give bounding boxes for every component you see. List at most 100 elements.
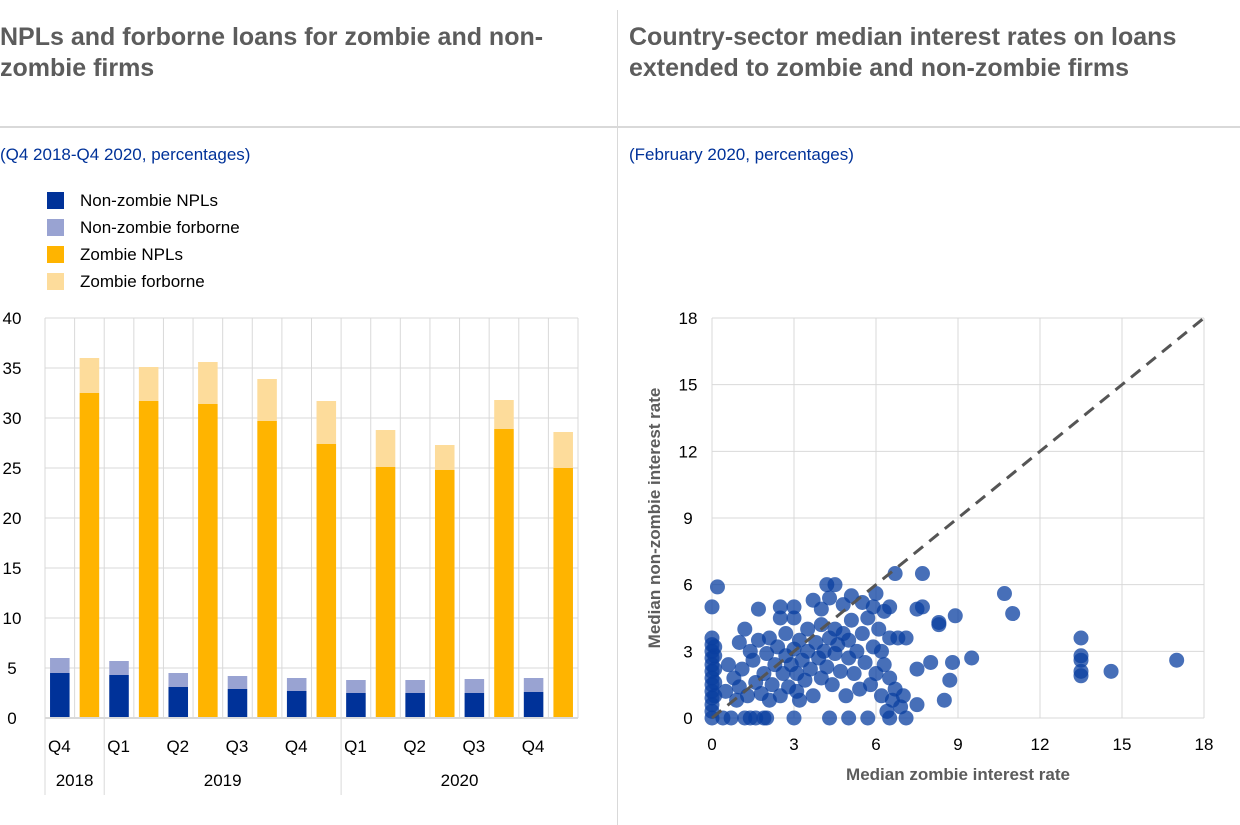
bar-zombie-forborne (198, 362, 218, 404)
scatter-point (1073, 630, 1089, 646)
scatter-point (813, 617, 829, 633)
scatter-point (707, 661, 723, 677)
legend-label: Zombie NPLs (80, 244, 183, 264)
bar-zombie-npl (79, 393, 100, 718)
chart-title-left: NPLs and forborne loans for zombie and n… (0, 23, 544, 82)
scatter-point (923, 654, 939, 670)
bar-non-zombie-npl (405, 693, 425, 718)
diagonal-reference-line (711, 316, 1205, 720)
x-tick-label: 9 (953, 735, 962, 754)
scatter-point (860, 710, 876, 726)
scatter-point (797, 672, 813, 688)
scatter-point (945, 654, 961, 670)
scatter-point (822, 590, 838, 606)
bar-non-zombie-forborne (464, 679, 485, 693)
scatter-point (813, 601, 829, 617)
stacked-bar-chart: 0 5 10 15 20 25 30 35 40 Q4 Q1 Q2 Q3 Q4 Q1 Q2 Q3 Q4 2018 20… (3, 309, 579, 795)
scatter-point (827, 577, 843, 593)
bar-non-zombie-forborne (346, 680, 366, 693)
scatter-point (1169, 652, 1185, 668)
scatter-point (813, 670, 829, 686)
bar-zombie-forborne (553, 432, 573, 468)
bar-non-zombie-forborne (50, 658, 70, 673)
bar-zombie-npl (198, 404, 218, 718)
scatter-point (909, 697, 925, 713)
scatter-point (709, 579, 725, 595)
scatter-point (882, 599, 898, 615)
scatter-point (737, 621, 753, 637)
scatter-point (857, 654, 873, 670)
scatter-point (734, 661, 750, 677)
bar-zombie-forborne (316, 401, 337, 444)
scatter-chart: 0 3 6 9 12 15 18 0 3 6 9 12 15 18 Median zombie intere… (645, 309, 1214, 784)
x-tick-label: Q1 (344, 737, 367, 756)
scatter-point (898, 630, 914, 646)
bar-non-zombie-npl (227, 689, 248, 718)
scatter-point (772, 610, 788, 626)
scatter-point (914, 599, 930, 615)
bar-non-zombie-forborne (227, 676, 248, 689)
scatter-point (791, 692, 807, 708)
scatter-point (824, 677, 840, 693)
x-tick-label: Q2 (403, 737, 426, 756)
scatter-point (879, 703, 895, 719)
chart-title-right: Country-sector median interest rates on … (629, 23, 1177, 82)
x-tick-label: 18 (1195, 735, 1214, 754)
bar-non-zombie-npl (168, 687, 189, 718)
bar-zombie-forborne (138, 367, 159, 401)
x-tick-label: Q4 (522, 737, 545, 756)
legend-item-non-zombie-npls: Non-zombie NPLs (47, 187, 240, 214)
scatter-point (1073, 652, 1089, 668)
x-tick-label: 0 (707, 735, 716, 754)
bar-zombie-npl (375, 467, 396, 718)
x-tick-label: Q4 (285, 737, 308, 756)
bar-non-zombie-npl (286, 691, 307, 718)
y-tick-label: 3 (683, 642, 692, 661)
bar-non-zombie-forborne (168, 673, 189, 687)
bar-zombie-npl (494, 429, 514, 718)
y-tick-label: 15 (679, 376, 698, 395)
bar-zombie-forborne (375, 430, 396, 467)
scatter-point (843, 588, 859, 604)
bar-zombie-npl (434, 470, 455, 718)
bar-non-zombie-forborne (523, 678, 544, 692)
scatter-point (947, 608, 963, 624)
y-tick-label: 35 (3, 359, 22, 378)
y-tick-label: 6 (683, 576, 692, 595)
x-tick-label: Q1 (107, 737, 130, 756)
legend-item-zombie-npls: Zombie NPLs (47, 241, 240, 268)
legend-label: Zombie forborne (80, 271, 205, 291)
scatter-point (860, 610, 876, 626)
y-tick-label: 25 (3, 459, 22, 478)
y-tick-label: 0 (683, 709, 692, 728)
legend-item-zombie-forborne: Zombie forborne (47, 268, 240, 295)
legend-swatch-zombie-forborne (47, 273, 64, 290)
x-tick-label: Q3 (226, 737, 249, 756)
bar-non-zombie-npl (523, 692, 544, 718)
scatter-point (800, 621, 816, 637)
scatter-point (778, 626, 794, 642)
year-group-label: 2019 (204, 771, 242, 790)
scatter-point (764, 677, 780, 693)
y-tick-label: 20 (3, 509, 22, 528)
scatter-point (964, 650, 980, 666)
scatter-point (887, 566, 903, 582)
scatter-point (805, 688, 821, 704)
y-tick-label: 40 (3, 309, 22, 328)
bar-zombie-npl (257, 421, 277, 718)
scatter-point (846, 666, 862, 682)
scatter-point (838, 688, 854, 704)
bar-non-zombie-npl (109, 675, 129, 718)
scatter-point (718, 683, 734, 699)
y-tick-label: 30 (3, 409, 22, 428)
scatter-point (882, 670, 898, 686)
legend-label: Non-zombie NPLs (80, 190, 218, 210)
scatter-point (942, 672, 958, 688)
x-tick-label: Q3 (463, 737, 486, 756)
scatter-point (914, 566, 930, 582)
scatter-point (996, 586, 1012, 602)
y-axis-title: Median non-zombie interest rate (645, 388, 664, 649)
scatter-point (759, 646, 775, 662)
y-tick-label: 9 (683, 509, 692, 528)
bar-zombie-forborne (257, 379, 277, 421)
